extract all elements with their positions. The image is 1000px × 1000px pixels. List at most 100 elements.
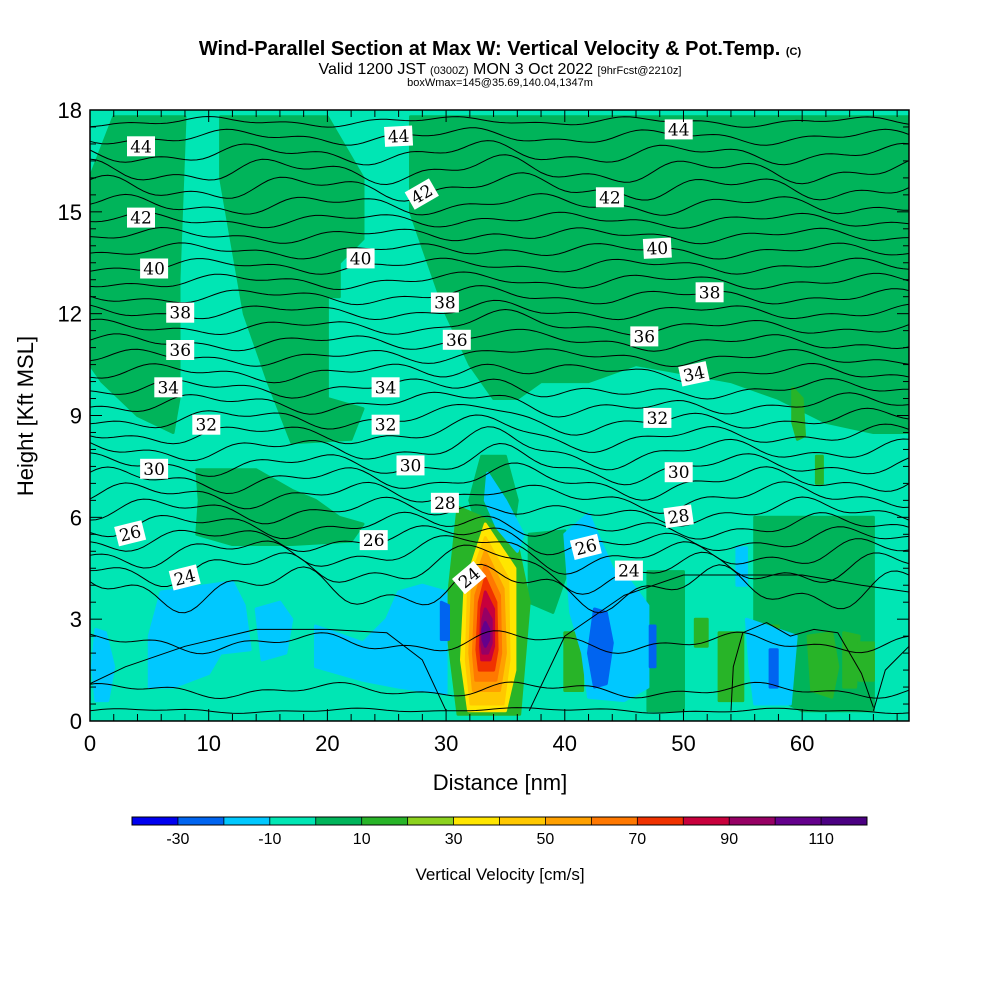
isentrope-line xyxy=(90,193,909,216)
x-tick-label: 10 xyxy=(196,731,220,756)
vv-region xyxy=(587,607,614,689)
isentrope-line xyxy=(90,707,909,715)
contour-label: 44 xyxy=(384,125,414,148)
contour-label-text: 40 xyxy=(646,239,669,260)
x-tick-label: 60 xyxy=(790,731,814,756)
isentrope-line xyxy=(90,172,909,202)
contour-label: 44 xyxy=(127,136,155,157)
colorbar-swatch xyxy=(637,817,684,825)
contour-label: 32 xyxy=(643,407,672,429)
contour-label-text: 30 xyxy=(668,463,690,483)
colorbar-swatch xyxy=(545,817,592,825)
colorbar-swatch xyxy=(361,817,409,825)
vv-region xyxy=(439,600,450,641)
colorbar: -30 -10 10 30 50 70 90 110 xyxy=(131,816,868,848)
isentrope-line xyxy=(90,391,909,418)
y-tick-label: 15 xyxy=(58,200,82,225)
copyright-mark: (C) xyxy=(785,46,802,58)
contour-label-text: 32 xyxy=(195,416,217,436)
isentrope-line xyxy=(90,285,909,306)
isentrope-line xyxy=(90,462,909,501)
vv-region xyxy=(90,627,116,703)
isentrope-line xyxy=(90,378,909,400)
isentrope-line xyxy=(872,645,909,711)
contour-label: 42 xyxy=(127,207,155,229)
contour-label: 28 xyxy=(430,492,459,514)
x-tick-label: 0 xyxy=(84,731,96,756)
potential-temperature-contours xyxy=(90,115,909,715)
isentrope-line xyxy=(90,628,447,712)
isentrope-line xyxy=(90,481,909,514)
y-tick-label: 6 xyxy=(70,505,82,530)
vv-region xyxy=(254,600,294,662)
colorbar-tick-label: 10 xyxy=(353,831,371,848)
isentrope-line xyxy=(90,257,909,275)
y-tick-label: 0 xyxy=(70,709,82,734)
contour-label: 44 xyxy=(664,119,693,140)
vv-region xyxy=(768,648,779,689)
colorbar-swatch xyxy=(315,817,363,825)
contour-label-text: 32 xyxy=(647,409,669,429)
contour-label: 36 xyxy=(630,326,659,347)
contour-label: 38 xyxy=(166,302,195,324)
contour-label: 34 xyxy=(371,377,400,398)
contour-label: 24 xyxy=(614,560,643,582)
isentrope-line xyxy=(90,511,909,540)
vv-region xyxy=(314,261,341,299)
vv-region xyxy=(806,631,840,699)
vv-region xyxy=(648,624,657,669)
contour-label-text: 28 xyxy=(434,494,456,514)
vv-region xyxy=(409,115,909,434)
isentrope-line xyxy=(90,348,909,368)
contour-label: 42 xyxy=(595,187,624,208)
contour-label-text: 30 xyxy=(400,456,422,476)
isentrope-line xyxy=(90,403,909,436)
x-axis: 0 10 20 30 40 50 60 xyxy=(84,110,898,756)
vv-region xyxy=(842,631,861,689)
y-tick-label: 18 xyxy=(58,98,82,123)
contour-label: 38 xyxy=(430,292,459,314)
box-info-line: boxWmax=145@35.69,140.04,1347m xyxy=(407,77,593,89)
isentrope-line xyxy=(90,242,909,260)
contour-label-text: 24 xyxy=(618,562,640,582)
isentrope-line xyxy=(90,308,909,336)
isentrope-line xyxy=(90,414,909,453)
vv-region xyxy=(219,115,365,445)
colorbar-tick-label: 90 xyxy=(720,831,738,848)
vv-region xyxy=(857,641,875,682)
colorbar-tick-label: 70 xyxy=(628,831,646,848)
contour-label-text: 42 xyxy=(130,209,152,229)
contour-label-text: 34 xyxy=(375,378,397,398)
contour-label-text: 40 xyxy=(350,249,372,269)
isentrope-line xyxy=(90,563,909,614)
contour-label-text: 34 xyxy=(682,363,707,387)
colorbar-tick-label: 30 xyxy=(445,831,463,848)
isentrope-line xyxy=(90,226,909,245)
colorbar-tick-label: 50 xyxy=(537,831,555,848)
isentrope-line xyxy=(90,496,909,527)
colorbar-swatch xyxy=(269,817,317,825)
isentrope-line xyxy=(90,525,909,556)
isentrope-line xyxy=(90,271,909,291)
colorbar-swatch xyxy=(729,817,776,825)
contour-label-text: 36 xyxy=(446,331,468,351)
colorbar-swatch xyxy=(499,817,546,825)
colorbar-swatch xyxy=(132,817,179,825)
contour-label-text: 34 xyxy=(157,378,179,398)
vv-region xyxy=(147,580,252,689)
vv-region xyxy=(195,468,365,546)
x-tick-label: 50 xyxy=(671,731,695,756)
contour-label: 30 xyxy=(396,455,425,476)
y-tick-label: 12 xyxy=(58,302,82,327)
isentrope-line xyxy=(730,622,874,711)
vv-region xyxy=(693,617,709,648)
colorbar-swatch xyxy=(775,817,822,825)
colorbar-swatch xyxy=(453,817,500,825)
isentrope-line xyxy=(90,154,909,186)
isentrope-line xyxy=(90,140,909,166)
colorbar-tick-label: 110 xyxy=(808,831,834,848)
x-axis-label: Distance [nm] xyxy=(433,770,568,795)
